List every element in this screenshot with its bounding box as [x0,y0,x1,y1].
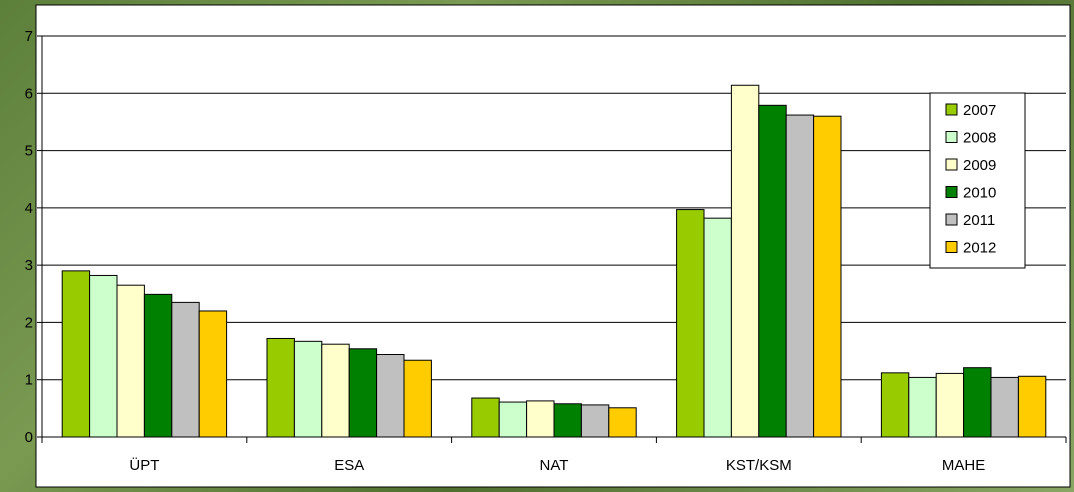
bar [61,270,91,438]
legend-swatch [945,213,958,226]
legend-label: 2010 [963,185,996,202]
legend-swatch [945,103,958,116]
legend-swatch [945,186,958,198]
legend-label: 2007 [963,102,996,119]
y-tick-label: 5 [25,143,33,160]
bar [730,84,760,438]
bar [143,293,173,438]
legend-swatch [945,241,958,253]
bar [880,372,910,438]
bar [116,284,145,438]
legend-label: 2009 [963,157,996,174]
legend-label: 2011 [963,212,995,229]
bar [266,337,295,438]
bar [348,348,378,438]
bar [403,359,432,438]
bar [1017,375,1047,438]
x-tick-label: NAT [540,457,569,474]
legend-label: 2012 [963,240,996,257]
bar [908,376,937,438]
bar [990,376,1019,438]
bar [198,310,228,438]
bar [703,217,732,438]
y-tick-label: 0 [25,429,33,446]
y-tick-label: 2 [25,314,33,331]
x-tick-label: KST/KSM [726,457,792,474]
bar [553,403,582,438]
x-tick-label: MAHE [942,457,985,474]
bar [813,115,842,438]
axes [37,35,1067,443]
y-tick-label: 3 [25,257,33,274]
bar [758,104,787,438]
bar [321,343,350,438]
bar [171,301,200,438]
legend-box [929,92,1026,269]
bar [608,407,637,438]
bar [89,274,118,438]
x-tick-labels: ÜPT ESA NAT KST/KSM MAHE [129,456,985,474]
bar [471,397,500,438]
bar [526,400,555,438]
legend: 2007 2008 2009 2010 2011 2012 [929,92,1026,269]
bars [61,84,1047,438]
y-tick-label: 1 [25,372,33,389]
y-tick-label: 6 [25,85,33,102]
x-tick-label: ÜPT [129,456,159,474]
bar [935,372,965,438]
bar [963,367,992,438]
legend-label: 2008 [963,130,996,147]
bar [580,404,610,438]
bar [498,401,528,438]
bar [676,209,705,438]
bar [376,354,405,438]
x-tick-label: ESA [334,457,364,474]
y-tick-label: 7 [25,28,33,45]
bar [293,340,323,438]
y-tick-labels: 0 1 2 3 4 5 6 7 [25,28,33,446]
legend-swatch [945,131,958,143]
y-tick-label: 4 [25,200,33,217]
bar [785,114,815,438]
legend-swatch [945,158,958,171]
